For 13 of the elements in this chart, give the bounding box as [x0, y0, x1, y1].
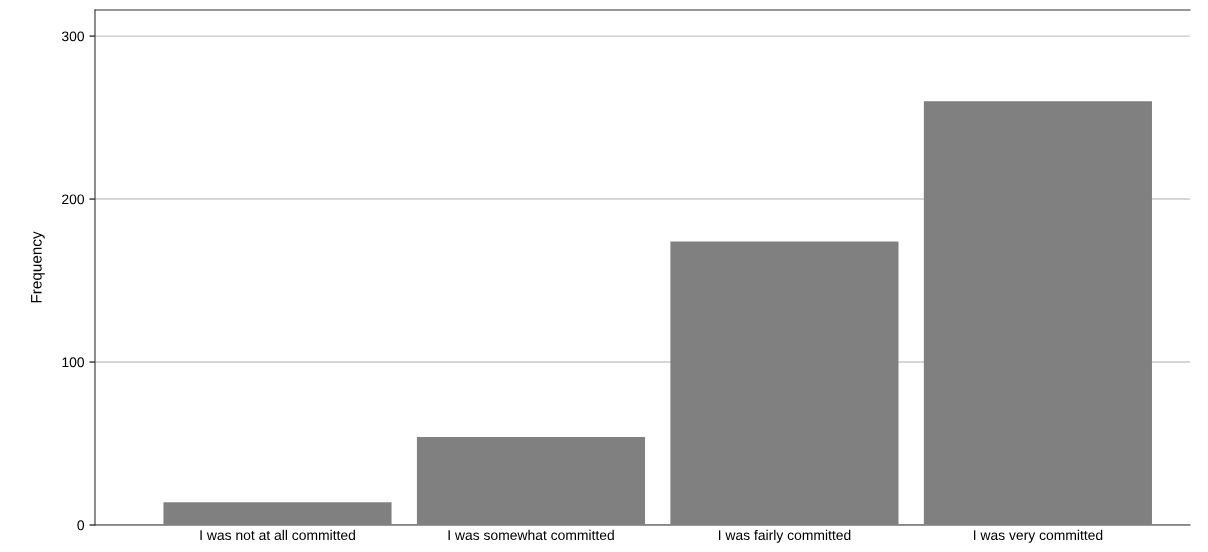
y-tick-label: 200 — [62, 194, 85, 205]
x-tick-label: I was not at all committed — [200, 529, 355, 541]
y-tick-label: 0 — [77, 520, 85, 531]
x-tick-label: I was somewhat committed — [448, 529, 614, 541]
x-tick-label: I was fairly committed — [718, 529, 851, 543]
bar — [163, 502, 392, 525]
y-tick-label: 300 — [61, 31, 85, 42]
x-tick-label: I was very committed — [973, 529, 1103, 543]
y-axis-title: Frequency — [31, 231, 45, 303]
y-tick-label: 100 — [62, 357, 85, 368]
bar — [670, 241, 899, 525]
bar — [923, 101, 1152, 525]
bar — [416, 436, 646, 525]
